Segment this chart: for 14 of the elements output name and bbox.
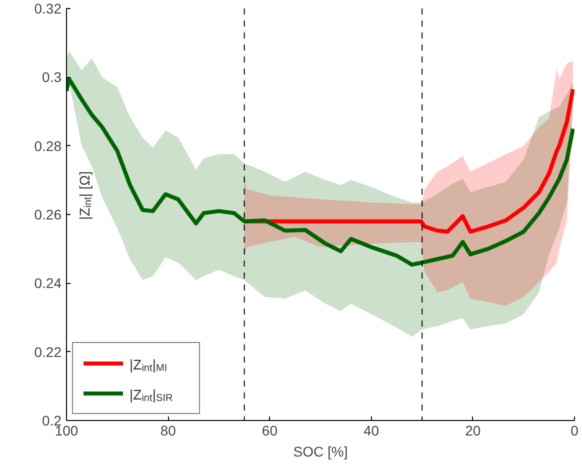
x-tick-label: 80 [160,422,176,438]
line-series [66,76,574,267]
y-axis-title: |Zint| [Ω] [76,171,94,220]
x-tick-label: 20 [465,422,481,438]
x-tick-label: 0 [570,422,579,438]
x-tick-label: 60 [262,422,278,438]
y-tick-label: 0.24 [34,275,62,292]
y-tick-label: 0.22 [34,344,62,360]
y-tick-label: 0.3 [42,69,62,86]
x-tick-label: 40 [364,422,380,438]
y-tick-label: 0.32 [34,0,62,16]
y-tick-label: 0.28 [34,138,62,154]
x-axis-title: SOC [%] [293,444,348,460]
y-tick-label: 0.26 [34,206,62,222]
